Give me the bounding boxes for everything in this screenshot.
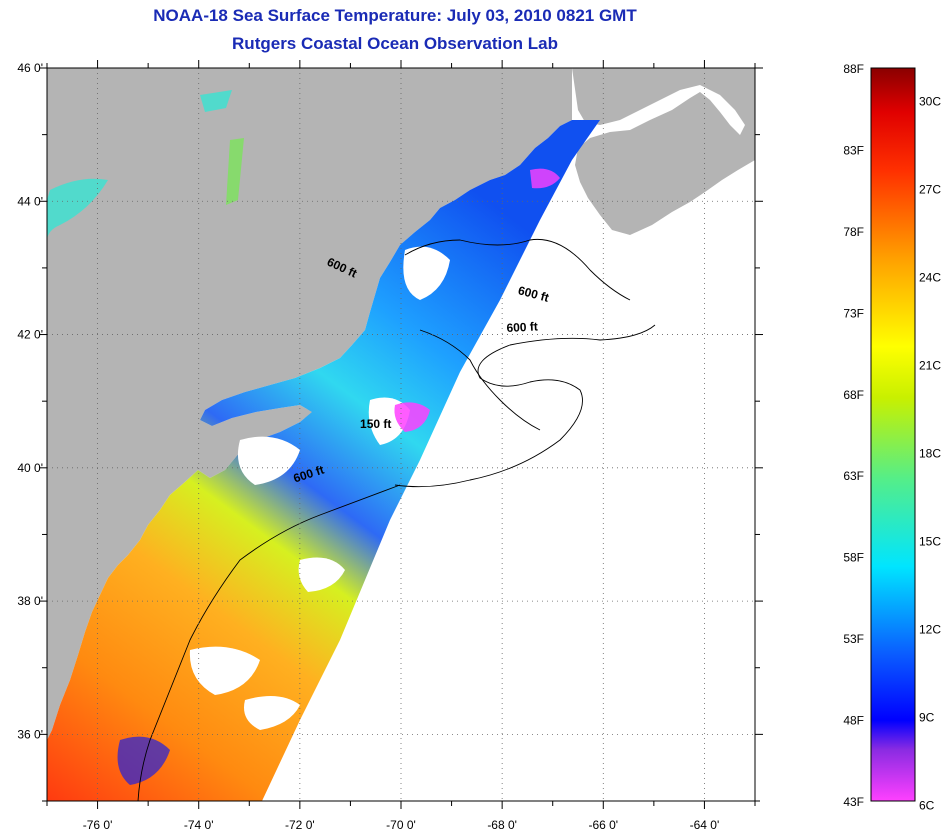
fahrenheit-label: 88F [843, 62, 864, 76]
lon-label: -76 0' [83, 818, 113, 832]
lat-label: 40 0' [17, 461, 43, 475]
land-canada [572, 68, 755, 235]
axis-ticks [39, 60, 763, 809]
fahrenheit-label: 68F [843, 388, 864, 402]
lat-label: 44 0' [17, 194, 43, 208]
lon-labels: -76 0' -74 0' -72 0' -70 0' -68 0' -66 0' -64 … [83, 818, 720, 832]
lake-patch [200, 90, 232, 112]
map-subtitle: Rutgers Coastal Ocean Observation Lab [232, 34, 558, 53]
fahrenheit-label: 53F [843, 632, 864, 646]
isobath-label: 150 ft [360, 417, 391, 431]
isobath-contours [137, 238, 656, 801]
lat-labels: 46 0' 44 0' 42 0' 40 0' 38 0' 36 0' [17, 61, 43, 741]
cloud-patch [244, 696, 300, 730]
fahrenheit-label: 63F [843, 469, 864, 483]
fahrenheit-label: 73F [843, 306, 864, 320]
cold-patch [394, 402, 430, 432]
celsius-label: 9C [919, 710, 935, 724]
lat-label: 46 0' [17, 61, 43, 75]
celsius-label: 30C [919, 95, 941, 109]
fahrenheit-label: 48F [843, 714, 864, 728]
celsius-label: 15C [919, 534, 941, 548]
lake-ontario [47, 178, 108, 240]
lake-champlain [226, 138, 244, 205]
sst-swath [47, 120, 600, 801]
cloud-patch [298, 557, 345, 592]
celsius-label: 24C [919, 270, 941, 284]
isobath-label: 600 ft [506, 319, 538, 335]
celsius-label: 21C [919, 358, 941, 372]
celsius-label: 27C [919, 183, 941, 197]
lon-label: -74 0' [184, 818, 214, 832]
map-title: NOAA-18 Sea Surface Temperature: July 03… [153, 6, 637, 25]
cloud-patch [237, 436, 300, 485]
land-mainland [47, 68, 572, 740]
lat-label: 36 0' [17, 727, 43, 741]
lat-label: 38 0' [17, 594, 43, 608]
cloud-patch [189, 646, 260, 695]
lon-label: -72 0' [285, 818, 315, 832]
fahrenheit-labels: 88F 83F 78F 73F 68F 63F 58F 53F 48F 43F [843, 62, 864, 809]
graticule [47, 68, 755, 801]
lat-label: 42 0' [17, 328, 43, 342]
lon-label: -68 0' [487, 818, 517, 832]
celsius-labels: 30C 27C 24C 21C 18C 15C 12C 9C 6C [919, 95, 941, 813]
cloud-patch [403, 246, 450, 300]
fahrenheit-label: 58F [843, 551, 864, 565]
cold-patch [530, 168, 560, 189]
lon-label: -64 0' [690, 818, 720, 832]
lon-label: -70 0' [386, 818, 416, 832]
celsius-label: 12C [919, 622, 941, 636]
fahrenheit-label: 78F [843, 225, 864, 239]
celsius-label: 6C [919, 798, 935, 812]
colorbar-gradient [870, 67, 916, 802]
fahrenheit-label: 43F [843, 795, 864, 809]
land-long-island [212, 408, 318, 442]
lon-label: -66 0' [588, 818, 618, 832]
celsius-label: 18C [919, 446, 941, 460]
fahrenheit-label: 83F [843, 143, 864, 157]
